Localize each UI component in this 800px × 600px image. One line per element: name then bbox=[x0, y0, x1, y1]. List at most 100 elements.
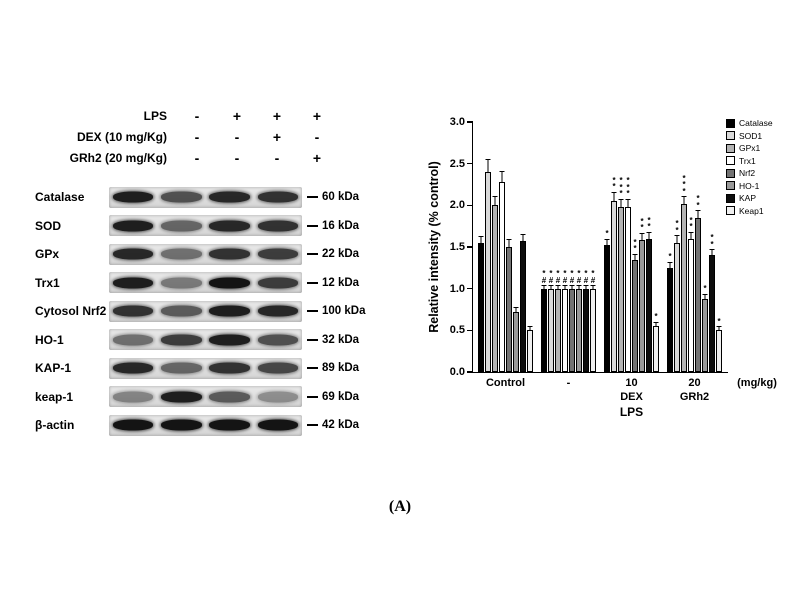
blot-band bbox=[112, 391, 154, 402]
significance-marks: * bbox=[703, 284, 707, 293]
bar-wrap: * * bbox=[646, 216, 652, 372]
blot-row: Catalase 60 kDa bbox=[35, 186, 415, 208]
blot-band bbox=[209, 419, 250, 431]
blot-rows: Catalase 60 kDa SOD 16 kDa GPx 22 kDa Trx1 12 k… bbox=[35, 186, 415, 436]
error-bar-cap bbox=[646, 231, 652, 233]
bar bbox=[681, 203, 687, 372]
significance-marks: * # bbox=[569, 269, 575, 285]
kda-group: 32 kDa bbox=[307, 334, 359, 346]
kda-group: 12 kDa bbox=[307, 277, 359, 289]
error-bar bbox=[529, 327, 531, 331]
error-bar-cap bbox=[653, 321, 659, 323]
significance-marks: * * bbox=[640, 216, 644, 233]
kda-dash-icon bbox=[307, 424, 318, 426]
error-bar bbox=[592, 286, 594, 289]
legend-item: KAP bbox=[726, 193, 773, 203]
y-tick-label: 2.5 bbox=[449, 157, 465, 170]
error-bar bbox=[515, 307, 517, 312]
error-bar bbox=[557, 286, 559, 289]
error-bar bbox=[711, 250, 713, 256]
bar-group: * # * # * # * # * # * # * # * # bbox=[541, 270, 596, 372]
kda-group: 42 kDa bbox=[307, 419, 359, 431]
blot-band bbox=[161, 391, 202, 402]
blot-strip bbox=[109, 329, 302, 350]
blot-band bbox=[209, 248, 250, 260]
blot-strip bbox=[109, 300, 302, 322]
bar-wrap bbox=[506, 239, 512, 372]
bar-wrap: * # bbox=[583, 270, 589, 372]
blot-band bbox=[209, 220, 250, 231]
legend-swatch bbox=[726, 193, 735, 203]
kda-label: 60 kDa bbox=[322, 191, 360, 203]
legend-label: Keap1 bbox=[739, 205, 764, 216]
error-bar bbox=[620, 199, 622, 207]
blot-row: keap-1 69 kDa bbox=[35, 386, 415, 408]
blot-band bbox=[257, 305, 299, 317]
bar bbox=[555, 288, 561, 372]
x-tick-label: Control bbox=[485, 377, 526, 389]
treatment-sign: - bbox=[234, 128, 240, 145]
error-bar-cap bbox=[688, 231, 694, 233]
kda-dash-icon bbox=[307, 395, 318, 398]
y-axis-label: Relative intensity (% control) bbox=[427, 161, 441, 333]
blot-row: SOD 16 kDa bbox=[35, 215, 415, 237]
bar bbox=[618, 207, 624, 372]
legend-item: SOD1 bbox=[726, 131, 773, 141]
x-tick-label: 20 bbox=[688, 377, 701, 389]
bar bbox=[478, 242, 484, 372]
error-bar-cap bbox=[611, 191, 617, 193]
bar-wrap: * * bbox=[632, 238, 638, 372]
kda-label: 100 kDa bbox=[322, 305, 366, 317]
bar bbox=[541, 288, 547, 372]
kda-group: 89 kDa bbox=[307, 362, 359, 374]
blot-band bbox=[112, 277, 154, 288]
legend-swatch bbox=[726, 143, 735, 153]
bar-chart-panel: Relative intensity (% control) 0.0 0.5 1.0… bbox=[420, 110, 798, 440]
treatment-signs: - - - + bbox=[177, 150, 337, 166]
significance-marks: * * * bbox=[682, 173, 686, 196]
blot-band bbox=[209, 334, 250, 345]
error-bar-cap bbox=[576, 285, 582, 287]
significance-marks: * * bbox=[675, 219, 679, 235]
blot-band bbox=[112, 362, 154, 374]
blot-band bbox=[257, 334, 299, 345]
bar-wrap: * * * bbox=[681, 174, 687, 372]
error-bar-cap bbox=[667, 261, 673, 263]
error-bar bbox=[697, 211, 699, 218]
treatment-row: LPS - + + + bbox=[35, 105, 415, 126]
blot-band bbox=[112, 248, 154, 260]
legend-item: Nrf2 bbox=[726, 168, 773, 178]
blot-row: GPx 22 kDa bbox=[35, 243, 415, 265]
y-tick-label: 0.0 bbox=[449, 366, 465, 378]
bar-wrap: * # bbox=[548, 270, 554, 372]
treatment-row: GRh2 (20 mg/Kg) - - - + bbox=[35, 147, 415, 168]
error-bar-cap bbox=[555, 285, 561, 287]
y-tick-label: 2.0 bbox=[449, 199, 465, 212]
x-tick-label: - bbox=[566, 377, 571, 389]
legend-swatch bbox=[726, 156, 735, 165]
error-bar bbox=[669, 262, 671, 268]
bar-wrap: * * bbox=[688, 216, 694, 372]
treatment-signs: - + + + bbox=[177, 108, 337, 124]
blot-band bbox=[257, 362, 299, 374]
treatment-sign: + bbox=[312, 149, 322, 166]
kda-group: 22 kDa bbox=[307, 248, 359, 260]
blot-band bbox=[257, 391, 299, 402]
treatment-sign: - bbox=[234, 149, 240, 166]
bar bbox=[492, 205, 498, 372]
error-bar bbox=[522, 234, 524, 242]
bar-wrap: * # bbox=[576, 270, 582, 372]
bar-wrap: * # bbox=[541, 270, 547, 372]
bar-wrap bbox=[520, 233, 526, 372]
error-bar-cap bbox=[632, 253, 638, 255]
error-bar bbox=[487, 159, 489, 172]
significance-marks: * # bbox=[562, 269, 568, 285]
error-bar-cap bbox=[583, 285, 589, 287]
bar bbox=[611, 201, 617, 372]
bar-wrap: * * bbox=[709, 234, 715, 372]
blot-band bbox=[209, 277, 250, 288]
y-tick-label: 1.5 bbox=[449, 241, 465, 253]
blot-band bbox=[112, 419, 154, 431]
significance-marks: * * bbox=[612, 175, 616, 192]
error-bar-cap bbox=[681, 196, 687, 197]
